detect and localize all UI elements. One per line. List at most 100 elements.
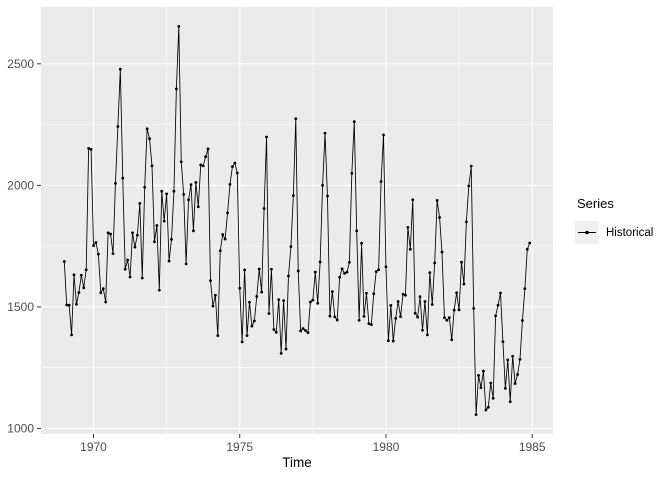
- data-point: [153, 240, 156, 244]
- data-point: [416, 315, 420, 319]
- data-point: [138, 201, 142, 205]
- data-point: [233, 161, 237, 165]
- data-point: [464, 220, 468, 224]
- data-point: [294, 117, 298, 121]
- data-point: [245, 334, 249, 337]
- data-point: [472, 306, 476, 310]
- data-point: [111, 252, 115, 256]
- data-point: [116, 125, 120, 128]
- data-point: [418, 295, 422, 299]
- data-point: [440, 250, 444, 254]
- data-point: [326, 194, 329, 198]
- data-point: [223, 237, 227, 241]
- data-point: [362, 314, 366, 318]
- data-point: [104, 300, 108, 304]
- data-point: [143, 185, 147, 189]
- data-point: [84, 268, 88, 272]
- data-point: [491, 396, 495, 400]
- data-point: [391, 339, 395, 343]
- data-point: [369, 323, 373, 327]
- data-point: [438, 216, 441, 219]
- data-point: [155, 224, 159, 227]
- data-point: [162, 219, 166, 223]
- data-point: [318, 260, 322, 264]
- data-point: [201, 164, 205, 168]
- data-point: [494, 314, 498, 318]
- data-point: [167, 259, 171, 263]
- data-point: [435, 199, 439, 202]
- legend-entry-historical: Historical: [575, 221, 671, 244]
- data-point: [357, 318, 361, 322]
- data-point: [382, 133, 385, 137]
- data-point: [109, 232, 112, 236]
- data-point: [513, 382, 517, 385]
- data-point: [128, 275, 132, 279]
- data-point: [184, 262, 188, 266]
- data-point: [282, 299, 285, 302]
- legend-title: Series: [577, 196, 614, 211]
- data-point: [204, 155, 208, 159]
- data-point: [187, 198, 190, 202]
- data-point: [218, 249, 222, 253]
- data-point: [157, 288, 161, 292]
- data-point: [260, 290, 264, 294]
- data-point: [343, 271, 346, 275]
- data-point: [455, 291, 459, 295]
- data-point: [345, 270, 349, 274]
- data-point: [486, 405, 490, 409]
- data-point: [450, 338, 454, 342]
- data-point: [396, 300, 400, 303]
- data-point: [67, 303, 71, 307]
- data-point: [394, 316, 398, 320]
- data-point: [170, 237, 173, 241]
- data-point: [291, 194, 295, 197]
- data-point: [209, 279, 212, 283]
- data-point: [82, 286, 86, 290]
- data-point: [131, 231, 134, 235]
- data-point: [352, 120, 356, 124]
- data-point: [330, 290, 334, 293]
- data-point: [140, 276, 144, 280]
- data-point: [240, 340, 244, 344]
- data-point: [389, 304, 393, 307]
- data-point: [211, 304, 215, 308]
- data-point: [228, 183, 232, 186]
- data-point: [165, 192, 169, 196]
- data-point: [367, 322, 371, 326]
- data-point: [174, 87, 178, 91]
- data-point: [406, 226, 410, 229]
- data-point: [516, 373, 519, 376]
- data-point: [321, 183, 324, 187]
- data-point: [338, 275, 342, 279]
- data-point: [445, 318, 449, 322]
- data-point: [179, 160, 183, 164]
- legend: Series Historical: [575, 196, 671, 244]
- data-point: [135, 233, 139, 237]
- data-point: [79, 273, 83, 277]
- data-point: [235, 171, 239, 175]
- data-point: [377, 268, 381, 272]
- data-point: [182, 192, 186, 196]
- data-point: [92, 244, 95, 248]
- data-point: [62, 260, 66, 263]
- data-point: [192, 229, 195, 233]
- data-point: [309, 300, 312, 304]
- data-point: [94, 241, 98, 244]
- data-point: [87, 147, 91, 150]
- data-point: [89, 148, 93, 151]
- data-point: [289, 245, 293, 249]
- x-tick-label: 1980: [373, 440, 400, 454]
- data-point: [482, 369, 485, 373]
- data-point: [123, 267, 127, 271]
- data-point: [231, 165, 234, 169]
- x-axis-title: Time: [282, 455, 312, 470]
- data-point: [489, 381, 493, 385]
- data-point: [299, 329, 303, 333]
- data-point: [257, 267, 261, 271]
- x-tick-label: 1970: [80, 440, 107, 454]
- data-point: [484, 408, 488, 412]
- data-point: [213, 293, 217, 297]
- data-point: [145, 127, 149, 131]
